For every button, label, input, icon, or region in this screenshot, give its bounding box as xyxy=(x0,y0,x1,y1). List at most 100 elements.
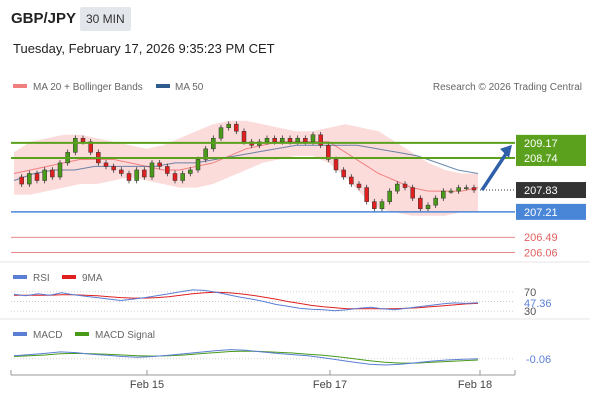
candle xyxy=(142,167,147,180)
candle xyxy=(57,160,63,180)
x-tick-label: Feb 15 xyxy=(130,379,164,391)
legend-rsi: RSI xyxy=(33,273,50,284)
candle-body xyxy=(310,134,316,143)
candle xyxy=(172,170,178,184)
candle-body xyxy=(57,162,63,178)
candle-body xyxy=(180,173,185,181)
candle xyxy=(234,121,239,135)
chart-header: GBP/JPY 30 MIN xyxy=(0,0,590,36)
candle xyxy=(134,167,139,184)
legend-swatch-ma50 xyxy=(156,84,170,88)
rsi-line xyxy=(13,289,479,312)
x-tick-label: Feb 18 xyxy=(458,379,492,391)
candle xyxy=(410,184,415,201)
legend-ma20-bb: MA 20 + Bollinger Bands xyxy=(33,82,143,93)
macd-value-label: -0.06 xyxy=(526,354,551,366)
candle-body xyxy=(272,138,277,143)
candle xyxy=(372,198,377,212)
timeframe-badge[interactable]: 30 MIN xyxy=(80,7,131,31)
candle xyxy=(395,181,400,194)
candle-body xyxy=(203,148,208,160)
candle-body xyxy=(471,187,477,191)
candle xyxy=(157,160,162,170)
candle xyxy=(318,131,323,149)
candle-body xyxy=(218,127,224,139)
candle xyxy=(433,195,438,208)
legend-swatch-macd xyxy=(13,332,27,336)
legend-ma50: MA 50 xyxy=(175,82,204,93)
legend-swatch-macd-signal xyxy=(75,332,89,336)
candle xyxy=(218,124,224,142)
legend-rsi-ma: 9MA xyxy=(82,273,103,284)
macd-legend: MACD MACD Signal xyxy=(13,330,155,341)
candle-body xyxy=(326,145,331,160)
candle xyxy=(188,167,193,177)
forecast-arrow-head xyxy=(500,144,512,158)
candle xyxy=(456,184,461,194)
candle xyxy=(180,170,185,184)
candle-body xyxy=(234,123,239,132)
candle-body xyxy=(165,166,170,174)
candle xyxy=(448,188,454,194)
candle xyxy=(19,174,24,187)
candle xyxy=(387,188,392,205)
candle-body xyxy=(418,197,423,209)
level-4-label: 206.06 xyxy=(524,247,558,259)
candle xyxy=(111,163,116,173)
candle-body xyxy=(364,187,369,202)
candle xyxy=(326,142,331,163)
candle-body xyxy=(264,138,270,143)
candle-body xyxy=(387,190,392,202)
candle-body xyxy=(27,173,32,185)
candle-body xyxy=(448,190,454,193)
candle-body xyxy=(280,138,285,143)
candle-body xyxy=(226,123,231,128)
candle-body xyxy=(134,169,139,181)
candle xyxy=(226,121,231,131)
support-1-label: 207.21 xyxy=(524,207,558,219)
candle-body xyxy=(103,162,109,167)
candle-body xyxy=(157,162,162,167)
candle xyxy=(126,170,132,184)
legend-macd-signal: MACD Signal xyxy=(95,330,155,341)
resistance-2-label: 208.74 xyxy=(524,153,558,165)
candle-body xyxy=(402,183,408,188)
last-price-label: 207.83 xyxy=(524,185,558,197)
candle xyxy=(50,167,55,180)
candle xyxy=(341,167,346,180)
legend-swatch-rsi-ma xyxy=(62,275,76,279)
level-3-label: 206.49 xyxy=(524,232,558,244)
candle-body xyxy=(287,138,293,143)
candle-body xyxy=(333,159,339,171)
rsi-level-70: 70 xyxy=(524,287,536,299)
price-panel xyxy=(13,120,479,216)
candle-body xyxy=(80,138,86,143)
ma50-line xyxy=(13,144,479,181)
candle-body xyxy=(303,138,308,143)
ma20-line xyxy=(13,141,479,192)
main-legend: MA 20 + Bollinger Bands MA 50 Research ©… xyxy=(13,82,582,93)
candle-body xyxy=(349,176,354,185)
candle xyxy=(88,138,93,156)
candle xyxy=(402,181,408,191)
candle-body xyxy=(119,169,124,174)
macd-line xyxy=(13,349,479,366)
candle-body xyxy=(456,187,461,192)
x-axis: Feb 15 Feb 17 Feb 18 xyxy=(10,370,516,391)
copyright-text: Research © 2026 Trading Central xyxy=(433,82,582,93)
candle xyxy=(356,181,362,191)
candle xyxy=(27,170,32,187)
candle-body xyxy=(372,201,377,209)
legend-swatch-ma20 xyxy=(13,84,27,88)
candle xyxy=(418,195,423,212)
candle xyxy=(103,160,109,170)
resistance-1-label: 209.17 xyxy=(524,138,558,150)
candle-body xyxy=(195,159,201,171)
candle-body xyxy=(441,190,446,199)
rsi-legend: RSI 9MA xyxy=(13,273,103,284)
candle-body xyxy=(88,141,93,153)
candle xyxy=(471,184,477,193)
rsi-level-30: 30 xyxy=(524,306,536,318)
candle-body xyxy=(295,138,300,143)
